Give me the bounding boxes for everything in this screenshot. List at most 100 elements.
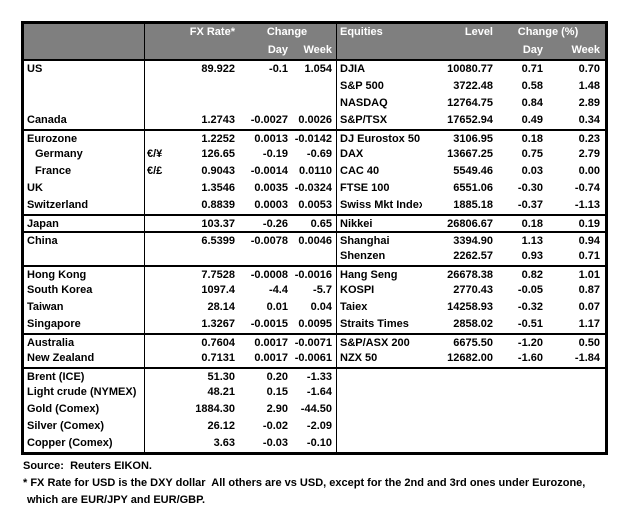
currency-pair: [145, 316, 175, 333]
fx-change-day: 0.0035: [254, 182, 288, 194]
fx-change-day: -0.19: [262, 148, 288, 160]
equity-change-day: -0.32: [517, 301, 543, 313]
equity-level: 3106.95: [453, 133, 493, 145]
country-label: China: [24, 233, 145, 248]
currency-pair: [145, 282, 175, 299]
currency-pair: [145, 418, 175, 435]
equity-name: [337, 384, 422, 401]
fx-change-day: 0.0003: [254, 199, 288, 211]
equity-name: NASDAQ: [340, 97, 388, 109]
equity-change-day: -0.30: [517, 182, 543, 194]
fx-change-day: -0.0014: [250, 165, 288, 177]
table-row: Gold (Comex) 1884.30 2.90 -44.50: [24, 401, 605, 418]
currency-pair: [145, 112, 175, 129]
country-label: Copper (Comex): [24, 435, 145, 452]
currency-pair: [145, 369, 175, 384]
equity-change-week: -0.74: [574, 182, 600, 194]
col-header-level: Level: [464, 26, 493, 38]
equity-level: 12682.00: [447, 352, 493, 364]
equity-name: Hang Seng: [340, 269, 398, 281]
table-row: Singapore 1.3267 -0.0015 0.0095 Straits Time…: [24, 316, 605, 333]
fx-change-day: -0.26: [262, 218, 288, 230]
fx-change-day: 0.0017: [254, 337, 288, 349]
table-row: NASDAQ 12764.75 0.84 2.89: [24, 95, 605, 112]
equity-level: 10080.77: [447, 63, 493, 75]
currency-pair: [145, 131, 175, 146]
currency-pair: [145, 267, 175, 282]
header-row-1: FX Rate* Change Equities Level Change (%…: [24, 24, 605, 42]
equity-change-day: -1.60: [517, 352, 543, 364]
fx-change-week: [291, 95, 337, 112]
fx-rate-value: 1.3267: [201, 318, 235, 330]
equity-change-day: 0.84: [521, 97, 543, 109]
country-label: New Zealand: [24, 350, 145, 367]
country-label: [24, 248, 145, 265]
fx-rate-footnote-line2: which are EUR/JPY and EUR/GBP.: [27, 494, 206, 506]
fx-change-week: -2.09: [291, 418, 337, 435]
fx-change-week: 0.65: [291, 216, 337, 231]
source-note: Source: Reuters EIKON.: [23, 460, 152, 472]
table-row: China 6.5399 -0.0078 0.0046 Shanghai 3394.90 1…: [24, 231, 605, 248]
fx-rate-value: 28.14: [207, 301, 235, 313]
fx-rate-value: 1.3546: [201, 182, 235, 194]
fx-change-week: -1.64: [291, 384, 337, 401]
equity-level: 26806.67: [447, 218, 493, 230]
equity-level: [422, 384, 496, 401]
equity-name: CAC 40: [340, 165, 380, 177]
fx-change-week: -0.69: [291, 146, 337, 163]
equity-change-day: -0.37: [517, 199, 543, 211]
fx-change-week: 1.054: [291, 61, 337, 78]
equity-change-day: 0.71: [521, 63, 543, 75]
fx-change-day: -0.0078: [250, 235, 288, 247]
currency-pair: [145, 78, 175, 95]
fx-change-day: -0.0015: [250, 318, 288, 330]
equity-level: 14258.93: [447, 301, 493, 313]
table-row: S&P 500 3722.48 0.58 1.48: [24, 78, 605, 95]
equity-level: 1885.18: [453, 199, 493, 211]
currency-pair: [145, 248, 175, 265]
table-row: Australia 0.7604 0.0017 -0.0071 S&P/ASX 200 6…: [24, 333, 605, 350]
equity-level: [422, 418, 496, 435]
fx-change-week: -44.50: [291, 401, 337, 418]
equity-name: NZX 50: [340, 352, 378, 364]
table-row: France €/£ 0.9043 -0.0014 0.0110 CAC 40 5549.4…: [24, 163, 605, 180]
equity-change-week: [546, 418, 605, 435]
fx-rate-value: 6.5399: [201, 235, 235, 247]
fx-change-day: [238, 248, 291, 265]
table-header: FX Rate* Change Equities Level Change (%…: [24, 24, 605, 61]
equity-change-day: 0.82: [521, 269, 543, 281]
equity-name: Shanghai: [340, 235, 390, 247]
equity-change-day: -0.51: [517, 318, 543, 330]
equity-level: [422, 369, 496, 384]
table-row: Canada 1.2743 -0.0027 0.0026 S&P/TSX 17652.94…: [24, 112, 605, 129]
equity-level: 3394.90: [453, 235, 493, 247]
equity-change-week: -1.13: [574, 199, 600, 211]
equity-change-week: 0.00: [578, 165, 600, 177]
equity-name: Nikkei: [340, 218, 373, 230]
table-row: Light crude (NYMEX) 48.21 0.15 -1.64: [24, 384, 605, 401]
equity-level: [422, 435, 496, 452]
equity-change-day: -1.20: [517, 337, 543, 349]
fx-change-day: [238, 78, 291, 95]
country-label: South Korea: [24, 282, 145, 299]
currency-pair: [145, 216, 175, 231]
currency-pair: [145, 299, 175, 316]
country-label: Taiwan: [24, 299, 145, 316]
country-label: Hong Kong: [24, 267, 145, 282]
fx-rate-value: 3.63: [213, 437, 235, 449]
equity-level: [422, 401, 496, 418]
fx-rate-header-spacer: [175, 42, 238, 60]
fx-rate-value: 1.2252: [201, 133, 235, 145]
equity-change-week: 0.50: [578, 337, 600, 349]
fx-rate-value: [175, 95, 238, 112]
currency-pair-header-spacer-2: [145, 42, 175, 60]
corner-cell: [24, 24, 145, 42]
country-label: Canada: [24, 112, 145, 129]
country-label: [24, 95, 145, 112]
fx-change-day: -0.02: [262, 420, 288, 432]
equity-name: [337, 369, 422, 384]
fx-change-week: 0.0046: [291, 233, 337, 248]
equity-name: Shenzen: [340, 250, 386, 262]
equity-change-week: 0.07: [578, 301, 600, 313]
fx-change-week: -0.0071: [291, 335, 337, 350]
